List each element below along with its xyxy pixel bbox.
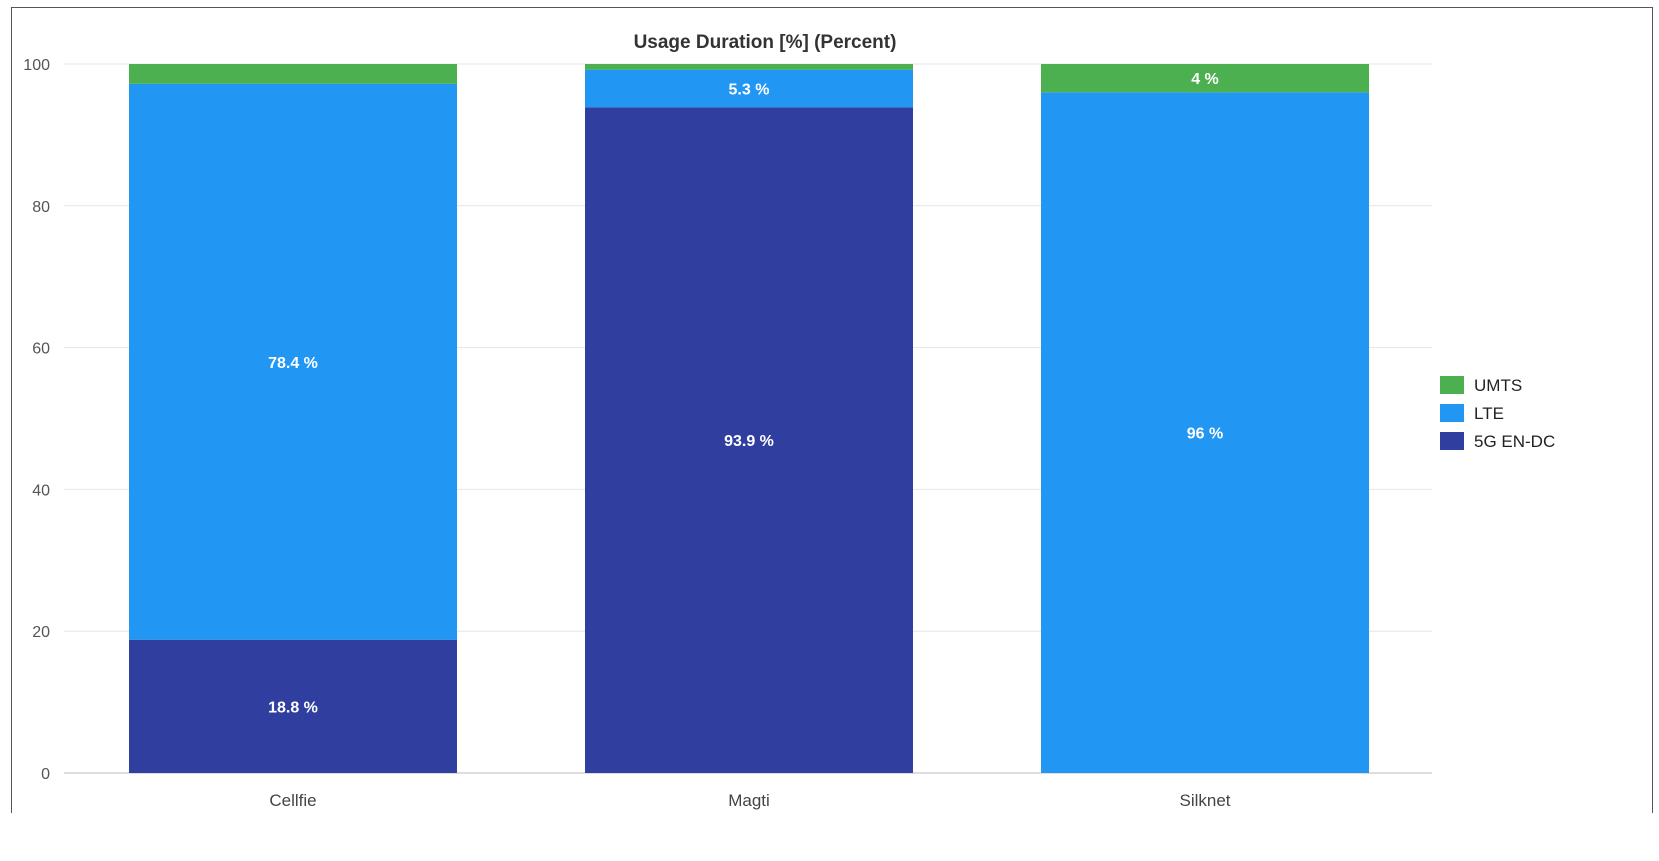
y-tick-label: 100 xyxy=(23,57,50,74)
bar-segment-lte[interactable] xyxy=(1041,92,1369,774)
bar-segment-5g-en-dc[interactable] xyxy=(585,107,913,773)
bar-segment-lte[interactable] xyxy=(129,83,457,640)
bar-segment-umts[interactable] xyxy=(1041,64,1369,93)
x-category-label: Magti xyxy=(728,791,770,810)
y-tick-label: 80 xyxy=(32,199,50,216)
bar-segment-umts[interactable] xyxy=(585,64,913,70)
legend-label[interactable]: UMTS xyxy=(1474,376,1522,395)
data-label: 96 % xyxy=(1187,426,1223,443)
legend[interactable]: UMTS LTE 5G EN-DC xyxy=(1440,376,1555,451)
data-label: 78.4 % xyxy=(268,355,318,372)
y-tick-label: 60 xyxy=(32,341,50,358)
data-label: 18.8 % xyxy=(268,699,318,716)
bar-segment-lte[interactable] xyxy=(585,69,913,108)
x-category-label: Cellfie xyxy=(269,791,316,810)
data-label: 4 % xyxy=(1191,71,1219,88)
y-tick-label: 20 xyxy=(32,624,50,641)
legend-label[interactable]: LTE xyxy=(1474,404,1504,423)
y-tick-label: 40 xyxy=(32,482,50,499)
legend-label[interactable]: 5G EN-DC xyxy=(1474,432,1555,451)
bar-segment-umts[interactable] xyxy=(129,64,457,84)
x-category-label: Silknet xyxy=(1179,791,1230,810)
bar-segment-5g-en-dc[interactable] xyxy=(129,639,457,773)
legend-swatch[interactable] xyxy=(1440,376,1464,394)
y-axis-ticks: 0 20 40 60 80 100 xyxy=(23,57,50,783)
legend-swatch[interactable] xyxy=(1440,404,1464,422)
y-tick-label: 0 xyxy=(41,766,50,783)
chart-frame: Usage Duration [%] (Percent) 0 20 40 60 80 10… xyxy=(11,7,1653,813)
stacked-bar-chart: Usage Duration [%] (Percent) 0 20 40 60 80 10… xyxy=(23,32,1555,810)
data-label: 5.3 % xyxy=(729,81,770,98)
data-labels: 18.8 % 78.4 % 93.9 % 5.3 % 96 % 4 % xyxy=(268,71,1223,716)
x-axis-categories: Cellfie Magti Silknet xyxy=(269,791,1230,810)
chart-title: Usage Duration [%] (Percent) xyxy=(634,32,897,53)
legend-swatch[interactable] xyxy=(1440,432,1464,450)
data-label: 93.9 % xyxy=(724,433,774,450)
bars xyxy=(129,64,1369,774)
